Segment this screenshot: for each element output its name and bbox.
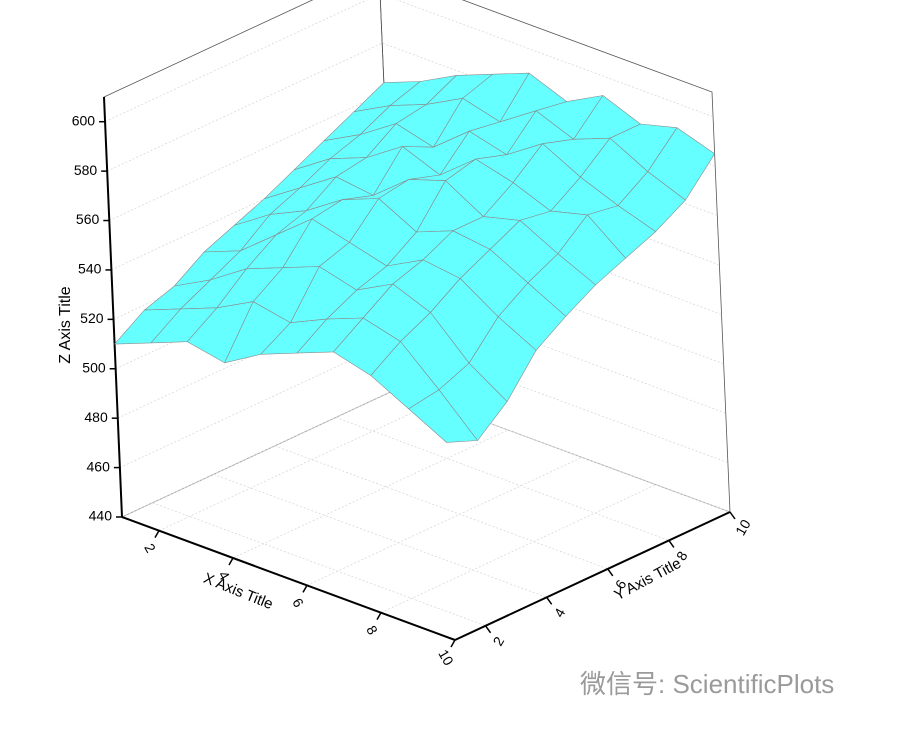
- x-tick-label: 8: [363, 623, 381, 638]
- z-tick-label: 600: [72, 112, 96, 128]
- x-tick: [376, 612, 382, 621]
- x-tick-label: 2: [141, 541, 159, 556]
- z-axis: [103, 96, 123, 518]
- surface-patch: [408, 389, 478, 443]
- y-tick: [484, 625, 492, 634]
- grid-line: [107, 42, 716, 172]
- z-tick-label: 500: [82, 359, 106, 375]
- grid-line: [232, 429, 509, 559]
- z-tick-label: 560: [76, 211, 100, 227]
- z-tick-label: 460: [87, 458, 111, 474]
- grid-line: [117, 289, 726, 419]
- grid-line: [152, 502, 486, 627]
- grid-line: [158, 402, 435, 532]
- floor: [121, 388, 731, 641]
- y-tick: [546, 596, 553, 605]
- z-tick-label: 440: [89, 508, 113, 524]
- grid-line: [119, 339, 729, 468]
- z-tick-label: 520: [80, 310, 104, 326]
- x-tick-label: 10: [435, 647, 457, 669]
- y-tick: [607, 568, 614, 577]
- grid-line: [306, 456, 583, 586]
- x-axis-title: X Axis Title: [201, 570, 275, 613]
- y-axis: [454, 511, 731, 641]
- x-axis: [121, 516, 456, 641]
- grid-line: [396, 388, 731, 513]
- watermark: 微信号: ScientificPlots: [580, 669, 834, 699]
- x-tick: [228, 557, 234, 566]
- y-tick-label: 10: [732, 516, 754, 538]
- y-tick-label: 4: [551, 605, 569, 620]
- y-tick: [668, 540, 675, 548]
- grid-line: [213, 473, 547, 598]
- y-tick-label: 2: [490, 634, 508, 649]
- grid-line: [109, 92, 718, 221]
- z-tick-label: 480: [84, 409, 108, 425]
- grid-line: [104, 0, 714, 123]
- grid-line: [274, 445, 608, 570]
- z-axis-title: Z Axis Title: [57, 286, 74, 363]
- z-tick-label: 540: [78, 261, 102, 277]
- x-tick: [450, 639, 456, 648]
- grid-line: [111, 141, 720, 271]
- x-tick: [302, 584, 308, 593]
- grid-line: [380, 484, 657, 614]
- grid-line: [335, 417, 670, 541]
- x-tick-label: 6: [289, 595, 307, 610]
- y-tick: [729, 511, 736, 520]
- x-tick: [154, 530, 160, 539]
- z-tick-label: 580: [74, 162, 98, 178]
